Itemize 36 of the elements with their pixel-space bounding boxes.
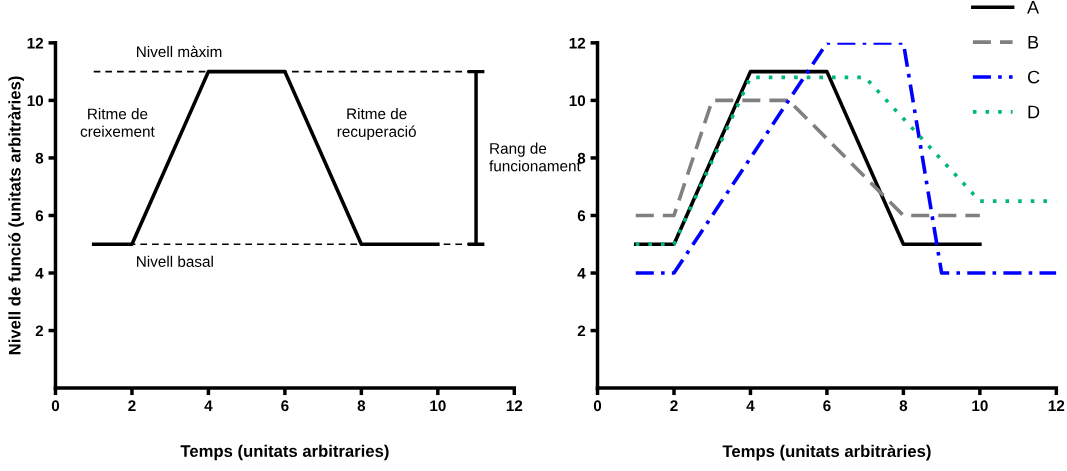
x-tick-label: 0	[51, 400, 60, 412]
x-tick-label: 6	[823, 400, 831, 412]
x-tick-label: 2	[128, 400, 136, 411]
x-tick-label: 8	[899, 400, 908, 412]
x-tick-label: 12	[1048, 400, 1065, 411]
y-tick-label: 2	[35, 325, 44, 337]
legend-label: C	[1027, 70, 1040, 84]
x-tick-label: 10	[430, 400, 446, 412]
y-tick-label: 2	[577, 325, 586, 337]
y-tick-label: 6	[577, 210, 586, 222]
annotation: Ritme de recuperació	[337, 107, 416, 141]
y-axis-title: Nivell de funció (unitats arbitràries)	[8, 76, 24, 355]
y-tick-label: 4	[35, 268, 44, 279]
x-tick-label: 12	[506, 400, 523, 411]
x-tick-label: 10	[972, 400, 988, 412]
y-tick-label: 4	[577, 268, 586, 279]
y-tick-label: 12	[27, 37, 44, 49]
x-tick-label: 4	[204, 400, 213, 411]
y-tick-label: 10	[27, 95, 44, 107]
ref-line-label: Nivell basal	[137, 255, 213, 267]
y-tick-label: 12	[569, 37, 586, 49]
y-tick-label: 8	[35, 152, 44, 164]
x-tick-label: 4	[746, 400, 755, 411]
x-tick-label: 0	[593, 400, 602, 412]
legend-label: B	[1028, 35, 1039, 49]
legend-label: D	[1028, 105, 1040, 119]
ref-line-label: Nivell màxim	[137, 45, 222, 58]
x-tick-label: 6	[281, 400, 289, 412]
annotation: Ritme de creixement	[80, 108, 155, 137]
y-tick-label: 10	[569, 95, 586, 107]
legend-label: A	[1027, 1, 1040, 14]
x-axis-title: Temps (unitats arbitràries)	[722, 444, 931, 461]
x-axis-title: Temps (unitats arbitraries)	[180, 444, 389, 461]
x-tick-label: 2	[670, 400, 678, 411]
x-tick-label: 8	[357, 400, 366, 412]
y-tick-label: 6	[35, 210, 44, 222]
